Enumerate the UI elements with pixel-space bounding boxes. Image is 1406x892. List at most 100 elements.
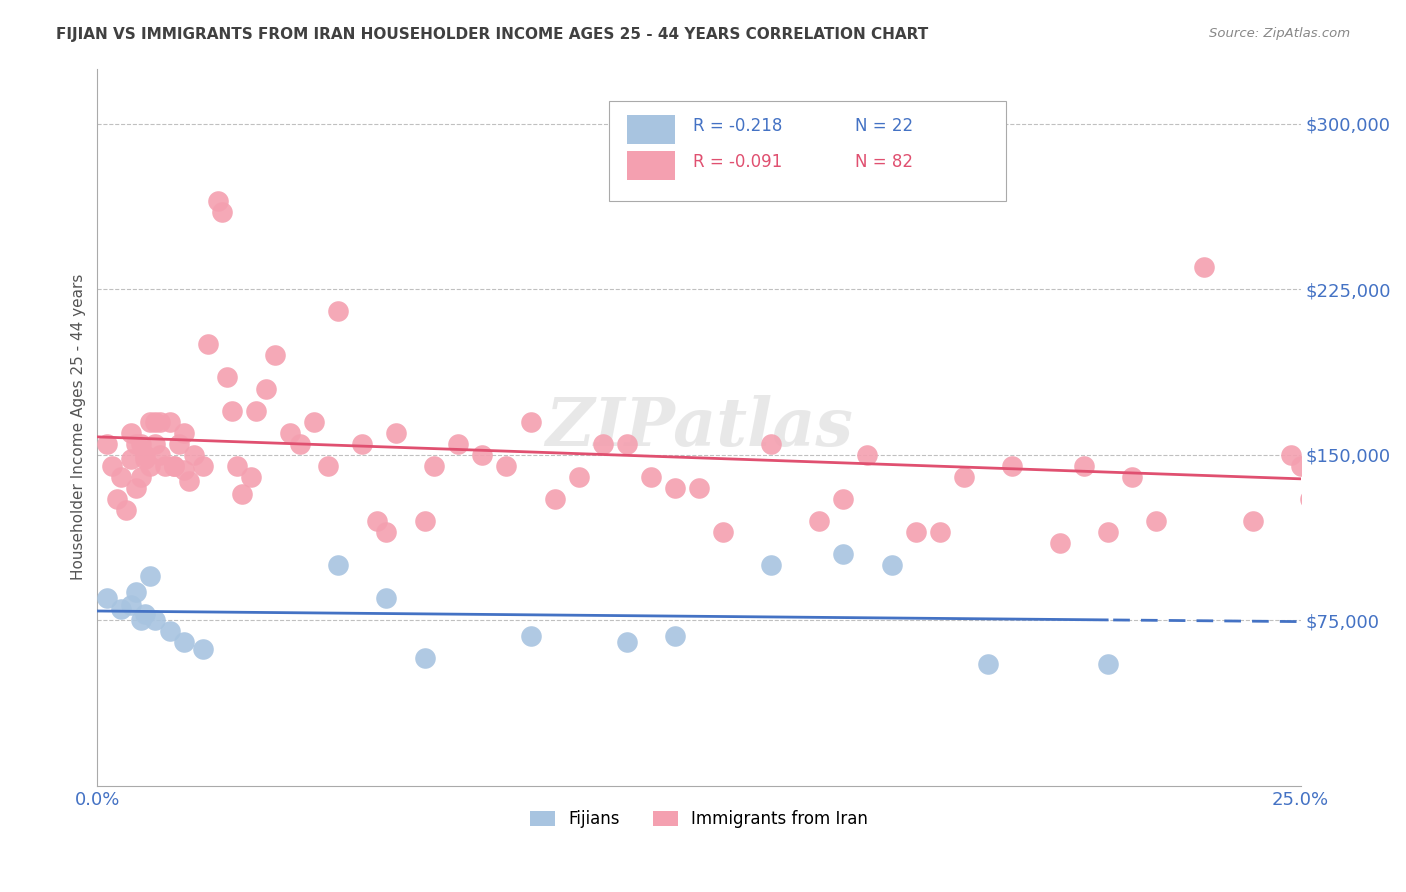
Point [125,481,148,495]
Point [110,602,132,616]
Point [568,470,591,484]
Text: R = -0.091: R = -0.091 [693,153,782,170]
Point [832,491,855,506]
Point [1299,491,1322,506]
Point [1144,514,1167,528]
Point [139,458,162,473]
Point [183,448,205,462]
Point [471,448,494,462]
Point [120,425,142,440]
Point [384,425,406,440]
Point [134,452,156,467]
Point [105,491,128,506]
Point [217,370,239,384]
Point [129,613,152,627]
Point [640,470,662,484]
Point [616,635,638,649]
Point [1121,470,1143,484]
Point [1049,536,1071,550]
Point [856,448,879,462]
FancyBboxPatch shape [627,115,675,144]
Point [543,491,565,506]
Point [1241,514,1264,528]
Point [952,470,974,484]
Point [664,481,686,495]
Point [326,558,349,573]
Point [761,436,783,450]
Point [193,642,215,657]
Point [1073,458,1095,473]
Point [129,436,152,450]
Point [904,524,927,539]
Point [173,635,195,649]
Point [110,470,132,484]
Text: R = -0.218: R = -0.218 [693,117,782,135]
Point [664,629,686,643]
Point [1001,458,1024,473]
Point [129,470,152,484]
Point [761,558,783,573]
Point [149,415,172,429]
Point [447,436,470,450]
Point [375,591,398,606]
Point [423,458,446,473]
Point [120,598,142,612]
Point [149,448,172,462]
FancyBboxPatch shape [627,151,675,179]
Point [375,524,398,539]
Point [326,304,349,318]
Point [1279,448,1302,462]
Point [173,425,195,440]
Point [302,415,325,429]
Point [240,470,263,484]
Point [519,629,541,643]
Point [318,458,340,473]
Point [120,452,142,467]
Point [977,657,1000,672]
Point [143,415,166,429]
Point [592,436,614,450]
Point [254,382,277,396]
Point [134,607,156,621]
Point [143,613,166,627]
Point [101,458,124,473]
Point [832,547,855,561]
Point [413,514,436,528]
Point [96,591,118,606]
Point [193,458,215,473]
Point [197,337,219,351]
Point [688,481,710,495]
Point [226,458,249,473]
Point [153,458,176,473]
Point [245,403,267,417]
Point [231,487,253,501]
Point [143,436,166,450]
Point [139,415,162,429]
Point [211,205,233,219]
Legend: Fijians, Immigrants from Iran: Fijians, Immigrants from Iran [523,804,875,835]
Point [159,415,181,429]
Point [221,403,243,417]
Text: N = 82: N = 82 [855,153,914,170]
Point [96,436,118,450]
Point [288,436,311,450]
Point [1097,657,1119,672]
Point [207,194,229,208]
Y-axis label: Householder Income Ages 25 - 44 years: Householder Income Ages 25 - 44 years [72,274,86,581]
Text: FIJIAN VS IMMIGRANTS FROM IRAN HOUSEHOLDER INCOME AGES 25 - 44 YEARS CORRELATION: FIJIAN VS IMMIGRANTS FROM IRAN HOUSEHOLD… [56,27,928,42]
Point [177,474,200,488]
Point [519,415,541,429]
Point [495,458,517,473]
Point [278,425,301,440]
Text: Source: ZipAtlas.com: Source: ZipAtlas.com [1209,27,1350,40]
Point [1097,524,1119,539]
Point [352,436,374,450]
Point [808,514,831,528]
Point [880,183,903,197]
Point [167,436,190,450]
Point [264,348,287,362]
Text: ZIPatlas: ZIPatlas [546,394,853,459]
Text: N = 22: N = 22 [855,117,914,135]
Point [880,558,903,573]
Point [616,436,638,450]
